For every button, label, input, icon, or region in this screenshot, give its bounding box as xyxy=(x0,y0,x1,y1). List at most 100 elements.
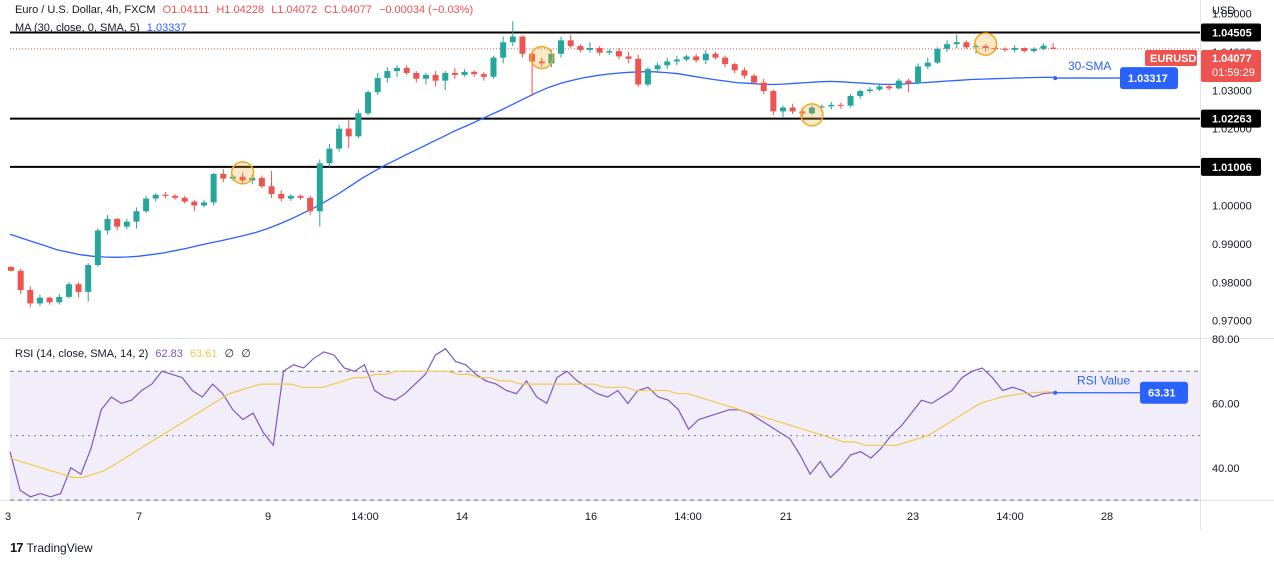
rsi-value-badge xyxy=(1140,381,1188,404)
time-tick-label: 9 xyxy=(265,511,271,523)
price-tick-label: 1.03000 xyxy=(1212,85,1252,97)
candle-body xyxy=(587,48,593,50)
time-axis[interactable]: 3 7 9 14:00 14 16 14:00 21 23 14:00 28 xyxy=(5,511,1113,523)
candle xyxy=(143,195,150,214)
price-axis[interactable]: USD0.970000.980000.990001.000001.010001.… xyxy=(1120,5,1261,475)
candles xyxy=(8,21,1057,308)
candle-body xyxy=(837,104,844,106)
candle xyxy=(65,282,72,299)
rsi-polyline xyxy=(9,347,1054,498)
candle xyxy=(895,78,902,90)
candle-body xyxy=(1030,48,1037,52)
candle-body xyxy=(36,297,43,304)
candle xyxy=(963,40,970,49)
candle-body xyxy=(316,163,323,212)
candle xyxy=(722,55,729,68)
candle-body xyxy=(46,297,53,303)
last-price-label: 1.04077 xyxy=(1212,53,1252,65)
candle xyxy=(915,63,922,85)
rsi-ma-polyline xyxy=(9,370,1054,479)
candle xyxy=(365,90,372,116)
close-value: C1.04077 xyxy=(324,4,372,16)
rsi-value-badge-label: 63.31 xyxy=(1148,388,1176,400)
candle-body xyxy=(808,107,815,114)
candle-body xyxy=(760,82,767,92)
tradingview-wordmark: TradingView xyxy=(26,540,93,555)
candle-body xyxy=(258,177,265,187)
candle-body xyxy=(664,61,671,66)
candle-body xyxy=(422,74,429,79)
candle xyxy=(394,65,400,77)
level-badge-label: 1.04505 xyxy=(1212,27,1252,39)
candle xyxy=(693,53,700,63)
level-badge xyxy=(1201,109,1261,128)
candle xyxy=(326,144,333,168)
candle-body xyxy=(982,46,989,49)
candle xyxy=(307,195,314,216)
rsi-tick-label: 60.00 xyxy=(1212,398,1240,410)
tradingview-logo[interactable]: 17 TradingView xyxy=(10,540,93,555)
horizontal-levels[interactable] xyxy=(10,31,1200,168)
candle xyxy=(1050,43,1057,50)
candle xyxy=(8,266,14,272)
candle xyxy=(442,71,449,91)
candle xyxy=(191,199,198,212)
candle-body xyxy=(625,56,632,59)
candle xyxy=(847,94,854,108)
candle xyxy=(529,52,536,97)
candle-body xyxy=(654,65,661,70)
highlight-circle xyxy=(800,103,824,127)
time-tick-label: 14:00 xyxy=(351,511,379,523)
candle xyxy=(268,170,275,198)
candle xyxy=(567,34,574,49)
candle xyxy=(953,34,960,49)
time-tick-label: 21 xyxy=(780,511,792,523)
candle-body xyxy=(731,64,738,71)
ma-legend[interactable]: MA (30, close, 0, SMA, 5) 1.03337 xyxy=(15,22,191,34)
candle-body xyxy=(751,75,758,83)
candle xyxy=(172,193,179,200)
candle-body xyxy=(934,48,941,63)
candle-body xyxy=(519,36,526,54)
candle-body xyxy=(924,62,931,67)
candle-body xyxy=(847,96,854,106)
candle-body xyxy=(644,69,651,85)
candle xyxy=(181,195,188,204)
candle xyxy=(751,74,758,85)
candle-body xyxy=(239,176,246,181)
candle xyxy=(355,109,362,139)
candle xyxy=(702,49,709,65)
price-tick-label: 1.00000 xyxy=(1212,200,1252,212)
candle-body xyxy=(500,42,507,58)
candle xyxy=(673,55,680,66)
candle-body xyxy=(220,173,227,179)
candle-body xyxy=(374,77,381,93)
candle-body xyxy=(17,270,24,290)
candle xyxy=(519,35,526,58)
candle xyxy=(56,293,63,305)
candle-body xyxy=(307,197,314,212)
rsi-value: 62.83 xyxy=(155,348,183,360)
candle-body xyxy=(336,128,343,149)
candle xyxy=(152,193,159,202)
high-value: H1.04228 xyxy=(216,4,265,16)
candle-body xyxy=(635,58,642,85)
candle xyxy=(374,72,381,95)
candle-body xyxy=(818,106,825,108)
rsi-legend[interactable]: RSI (14, close, SMA, 14, 2) 62.83 63.61 … xyxy=(15,347,255,360)
candle-body xyxy=(828,104,835,107)
candle xyxy=(336,124,343,152)
candle-body xyxy=(789,107,796,112)
candle xyxy=(220,169,227,183)
candle xyxy=(905,78,912,93)
candle-body xyxy=(278,193,285,199)
candle xyxy=(1040,43,1047,51)
candle-body xyxy=(876,86,883,90)
candle-body xyxy=(104,218,111,231)
candle xyxy=(413,71,420,83)
candle xyxy=(577,44,584,53)
candle-body xyxy=(673,59,680,62)
candle xyxy=(239,172,246,185)
candle-body xyxy=(722,57,729,65)
